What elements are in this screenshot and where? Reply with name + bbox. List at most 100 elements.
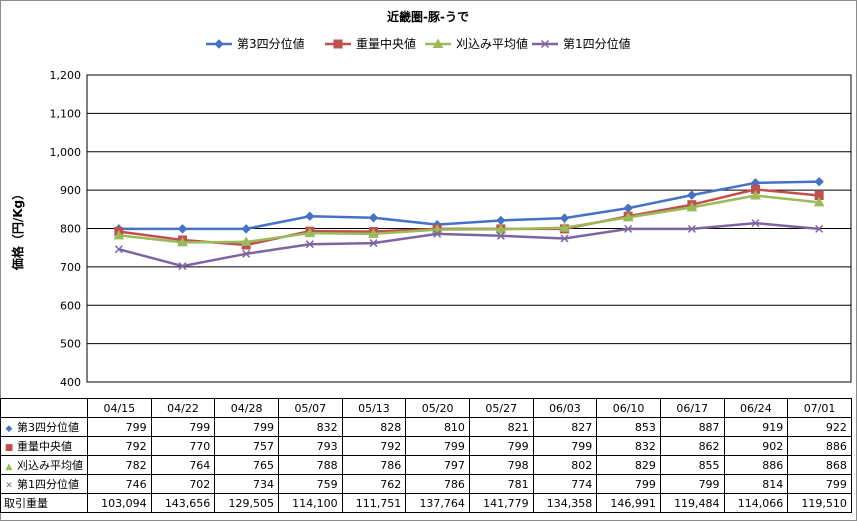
x-tick-label: 06/10 [596, 398, 661, 418]
x-tick-label: 05/27 [468, 398, 534, 418]
table-cell: 862 [659, 436, 725, 456]
series-line-3 [118, 194, 820, 244]
table-corner [0, 398, 88, 418]
table-cell: 810 [405, 417, 470, 437]
table-cell: 799 [787, 474, 852, 494]
data-point [368, 213, 379, 223]
table-cell: 129,505 [214, 493, 279, 513]
table-cell: 137,764 [405, 493, 470, 513]
data-point [240, 236, 252, 246]
table-cell: 832 [596, 436, 661, 456]
table-cell: 764 [150, 455, 216, 475]
table-row-header: ◆ 第3四分位値 [0, 417, 88, 437]
data-point [241, 224, 251, 234]
table-cell: 759 [277, 474, 343, 494]
data-point [560, 234, 569, 243]
data-point [814, 176, 824, 187]
data-point [687, 190, 697, 200]
table-cell: 143,656 [150, 493, 216, 513]
table-cell: 146,991 [596, 493, 661, 513]
x-tick-label: 04/28 [214, 398, 279, 418]
y-axis-label: 価格（円/Kg） [10, 188, 25, 271]
y-tick-label: 900 [60, 184, 81, 197]
table-cell: 762 [341, 474, 407, 494]
table-cell: 781 [468, 474, 534, 494]
table-cell: 734 [214, 474, 279, 494]
data-point [304, 227, 316, 238]
data-point [623, 203, 633, 213]
table-cell: 765 [214, 455, 279, 475]
x-tick-label: 06/17 [659, 398, 725, 418]
table-row-header: ✕ 第1四分位値 [0, 474, 88, 494]
table-cell: 799 [405, 436, 470, 456]
legend-label: 第1四分位値 [563, 36, 631, 51]
data-point [177, 224, 188, 234]
table-cell: 793 [277, 436, 343, 456]
data-table: 04/15 04/22 04/28 05/07 05/13 05/20 05/27 06/03… [0, 398, 852, 513]
x-tick-label: 04/22 [150, 398, 216, 418]
table-series-name: 第3四分位値 [17, 421, 79, 434]
x-tick-label: 05/13 [341, 398, 407, 418]
table-cell: 103,094 [87, 493, 152, 513]
table-cell: 799 [596, 474, 661, 494]
table-cell: 922 [787, 417, 852, 437]
y-tick-label: 1,200 [50, 69, 82, 82]
table-cell: 792 [87, 436, 152, 456]
data-point [813, 196, 825, 207]
table-cell: 868 [787, 455, 852, 475]
data-point [559, 222, 570, 232]
data-point [114, 245, 123, 254]
table-cell: 799 [150, 417, 216, 437]
table-cell: 886 [787, 436, 852, 456]
series-line-2 [118, 188, 820, 247]
data-point [496, 215, 506, 226]
y-tick-label: 1,000 [50, 146, 82, 159]
y-tick-label: 1,100 [50, 107, 82, 120]
table-cell: 828 [341, 417, 407, 437]
table-cell: 919 [723, 417, 789, 437]
table-cell: 119,510 [787, 493, 852, 513]
data-point [369, 239, 378, 248]
table-cell: 799 [468, 436, 534, 456]
table-cell: 134,358 [532, 493, 598, 513]
data-point [433, 229, 442, 238]
table-row-header: ▲ 刈込み平均値 [0, 455, 88, 475]
table-row: ■ 重量中央値 792 770 757 793 792 799 799 799 832 862 902 8… [0, 436, 852, 456]
table-cell: 114,066 [723, 493, 789, 513]
table-series-name: 刈込み平均値 [17, 459, 83, 472]
legend-key-icon: ◆ [5, 424, 13, 434]
data-point [305, 240, 314, 249]
table-row-header: 取引重量 [0, 493, 88, 513]
table-row: ✕ 第1四分位値 746 702 734 759 762 786 781 774 799 799 814… [0, 474, 852, 494]
table-cell: 798 [468, 455, 534, 475]
data-point [177, 236, 188, 247]
data-point [495, 223, 507, 234]
data-point [686, 201, 698, 212]
table-cell: 799 [214, 417, 279, 437]
y-tick-label: 800 [60, 223, 81, 236]
legend-marker [540, 39, 550, 49]
table-cell: 827 [532, 417, 598, 437]
x-tick-label: 04/15 [87, 398, 152, 418]
table-cell: 853 [596, 417, 661, 437]
table-cell: 814 [723, 474, 789, 494]
table-cell: 902 [723, 436, 789, 456]
plot-area [86, 74, 852, 383]
table-cell: 141,779 [468, 493, 534, 513]
table-cell: 799 [532, 436, 598, 456]
table-cell: 799 [659, 474, 725, 494]
table-cell: 782 [87, 455, 152, 475]
table-cell: 855 [659, 455, 725, 475]
data-point [624, 224, 633, 233]
y-tick-label: 700 [60, 261, 81, 274]
data-point [750, 189, 761, 200]
x-tick-label: 06/03 [532, 398, 598, 418]
series-line-1 [118, 180, 820, 231]
table-series-name: 第1四分位値 [17, 478, 79, 491]
table-cell: 757 [214, 436, 279, 456]
table-row: 取引重量 103,094 143,656 129,505 114,100 111,751 1… [0, 493, 852, 513]
legend-marker [333, 39, 343, 49]
table-cell: 887 [659, 417, 725, 437]
table-cell: 799 [87, 417, 152, 437]
table-cell: 821 [468, 417, 534, 437]
